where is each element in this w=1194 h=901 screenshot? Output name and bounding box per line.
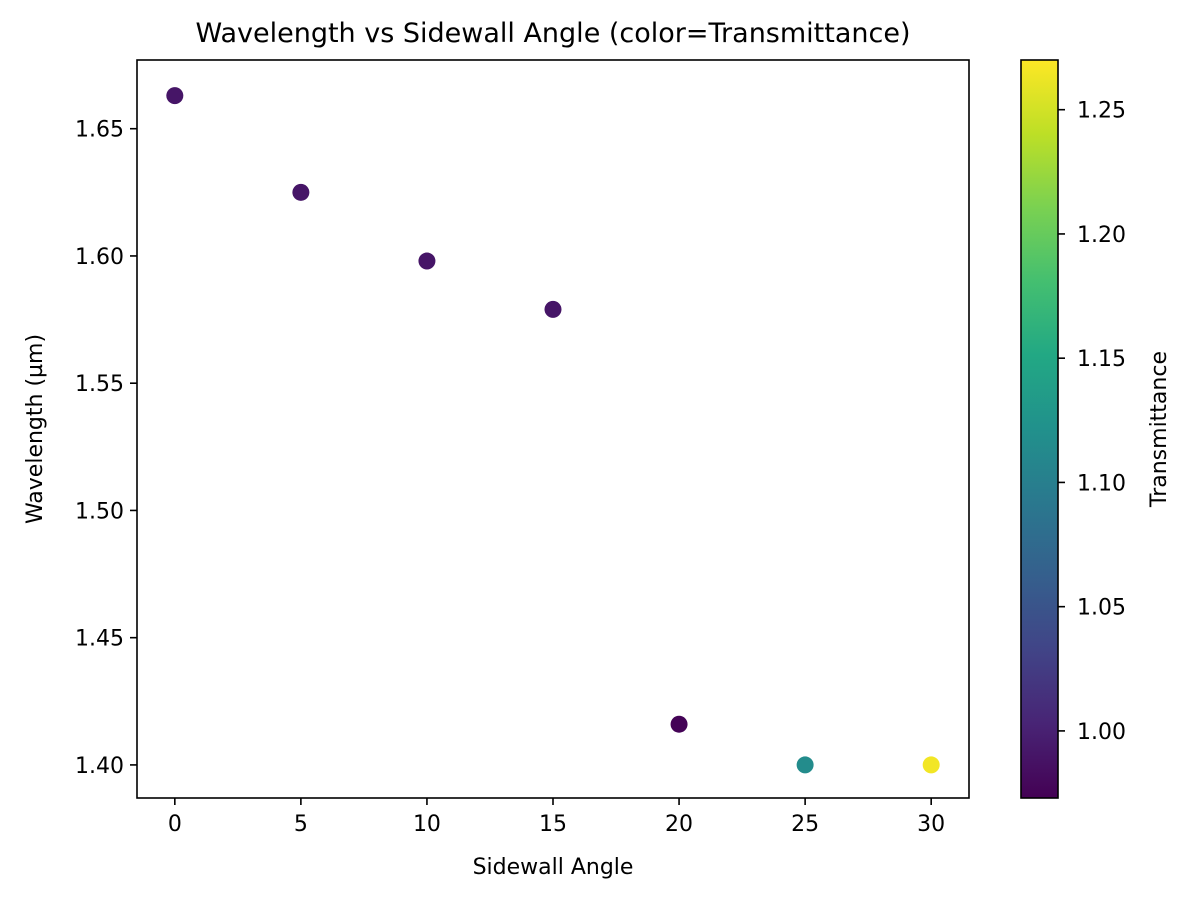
scatter-point [922, 756, 940, 774]
scatter-point [670, 715, 688, 733]
x-tick-label: 20 [665, 812, 693, 837]
x-axis-ticks: 0 5 10 15 20 25 30 [168, 798, 945, 837]
colorbar-tick-label: 1.00 [1077, 720, 1126, 745]
colorbar-tick-label: 1.25 [1077, 99, 1126, 124]
x-tick-label: 0 [168, 812, 182, 837]
colorbar-tick-label: 1.15 [1077, 347, 1126, 372]
x-tick-label: 10 [413, 812, 441, 837]
colorbar: 1.00 1.05 1.10 1.15 1.20 1.25 Transmittance [1020, 59, 1172, 799]
scatter-point [544, 300, 562, 318]
points-layer [166, 87, 940, 774]
y-tick-label: 1.50 [75, 499, 124, 524]
x-axis-label: Sidewall Angle [473, 855, 634, 880]
colorbar-gradient [1021, 60, 1058, 798]
scatter-point [166, 87, 184, 105]
chart-title: Wavelength vs Sidewall Angle (color=Tran… [195, 18, 910, 49]
y-tick-label: 1.65 [75, 118, 124, 143]
y-tick-label: 1.60 [75, 245, 124, 270]
y-tick-label: 1.40 [75, 754, 124, 779]
scatter-point [796, 756, 814, 774]
colorbar-tick-label: 1.20 [1077, 223, 1126, 248]
colorbar-ticks: 1.00 1.05 1.10 1.15 1.20 1.25 [1058, 99, 1126, 745]
x-tick-label: 30 [917, 812, 945, 837]
colorbar-tick-label: 1.10 [1077, 471, 1126, 496]
x-tick-label: 15 [539, 812, 567, 837]
x-tick-label: 5 [294, 812, 308, 837]
x-tick-label: 25 [791, 812, 819, 837]
colorbar-tick-label: 1.05 [1077, 596, 1126, 621]
plot-frame [136, 59, 970, 799]
y-axis-label: Wavelength (µm) [23, 334, 48, 524]
colorbar-label: Transmittance [1147, 351, 1172, 508]
plot-area: 0 5 10 15 20 25 30 1.40 1.45 1.50 1.55 1.60 1.65 [75, 59, 970, 837]
colorbar-frame [1020, 59, 1059, 799]
scatter-point [292, 183, 310, 201]
y-tick-label: 1.55 [75, 372, 124, 397]
scatter-point [418, 252, 436, 270]
y-axis-ticks: 1.40 1.45 1.50 1.55 1.60 1.65 [75, 118, 137, 779]
y-tick-label: 1.45 [75, 627, 124, 652]
